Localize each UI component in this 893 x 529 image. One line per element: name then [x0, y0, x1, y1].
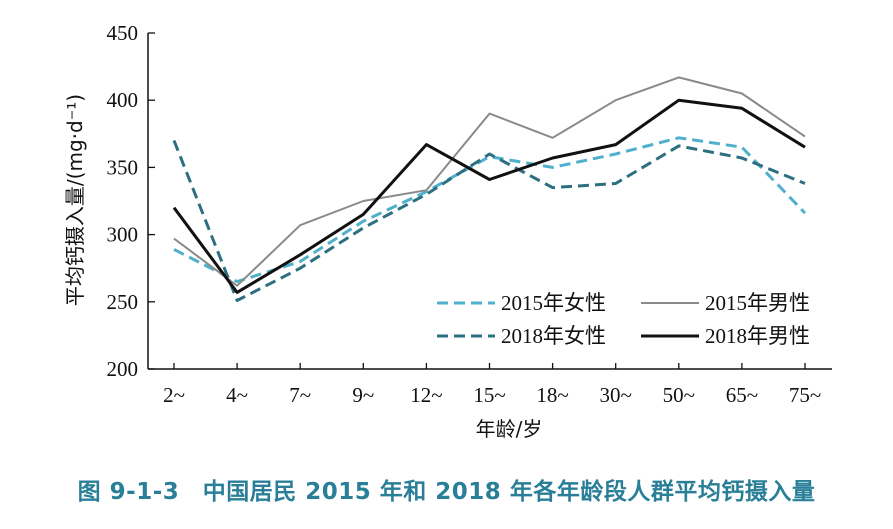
y-tick-label: 250 — [107, 290, 139, 314]
y-axis-ticks: 200 250 300 350 400 450 — [107, 21, 155, 381]
series-line-1 — [173, 136, 807, 284]
x-tick-label: 65~ — [726, 383, 758, 407]
series-line-4 — [172, 98, 806, 294]
x-tick-label: 9~ — [352, 383, 374, 407]
series-lines — [172, 76, 807, 302]
series-line-3 — [172, 139, 806, 302]
y-tick-label: 400 — [107, 88, 139, 112]
legend-label: 2015年女性 — [501, 291, 606, 315]
legend-label: 2018年女性 — [501, 324, 606, 348]
legend-label: 2015年男性 — [705, 291, 810, 315]
y-tick-label: 350 — [107, 155, 139, 179]
x-tick-label: 12~ — [410, 383, 442, 407]
legend: 2015年女性 2015年男性 2018年女性 2018年男性 — [437, 291, 810, 348]
y-tick-label: 200 — [107, 357, 139, 381]
x-tick-label: 50~ — [663, 383, 695, 407]
chart-axes — [147, 33, 832, 370]
x-axis-ticks: 2~ 4~ 7~ 9~ 12~ 15~ 18~ 30~ 50~ 65~ 75~ — [163, 363, 821, 407]
legend-label: 2018年男性 — [705, 324, 810, 348]
x-tick-label: 75~ — [789, 383, 821, 407]
x-tick-label: 2~ — [163, 383, 185, 407]
x-tick-label: 4~ — [226, 383, 248, 407]
x-tick-label: 7~ — [289, 383, 311, 407]
y-tick-label: 450 — [107, 21, 139, 45]
x-tick-label: 18~ — [536, 383, 568, 407]
series-line-2 — [173, 76, 806, 287]
figure-caption: 图 9-1-3 中国居民 2015 年和 2018 年各年龄段人群平均钙摄入量 — [77, 479, 816, 505]
x-tick-label: 15~ — [473, 383, 505, 407]
y-axis-label: 平均钙摄入量/(mg·d⁻¹) — [63, 94, 87, 306]
x-axis-label: 年龄/岁 — [476, 417, 543, 441]
y-tick-label: 300 — [107, 223, 139, 247]
x-tick-label: 30~ — [600, 383, 632, 407]
